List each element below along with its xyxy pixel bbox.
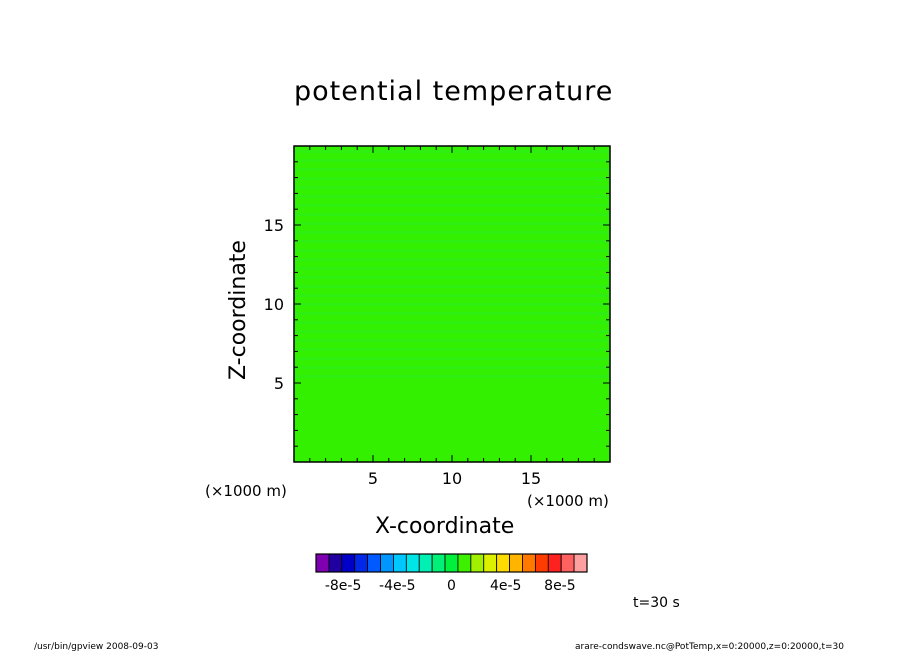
heatmap-band [294, 321, 610, 324]
colorbar-swatch [444, 553, 459, 573]
colorbar-swatch [522, 553, 536, 573]
chart-title: potential temperature [294, 76, 614, 107]
time-annotation: t=30 s [633, 595, 680, 611]
colorbar-label: 0 [447, 578, 456, 594]
colorbar-swatch [418, 553, 433, 573]
x-tick-label: 10 [442, 469, 462, 488]
heatmap-band [294, 267, 610, 270]
heatmap-band [294, 258, 610, 261]
y-axis-label: Z-coordinate [226, 240, 251, 380]
colorbar-frame [315, 553, 588, 573]
heatmap-band [294, 366, 610, 369]
heatmap-band [294, 249, 610, 252]
colorbar-swatch [509, 553, 523, 573]
colorbar-swatch [341, 553, 356, 573]
heatmap-band [294, 303, 610, 306]
heatmap-band [294, 204, 610, 207]
heatmap-band [294, 357, 610, 360]
y-tick-label: 5 [274, 374, 284, 393]
heatmap-band [294, 195, 610, 198]
colorbar-swatch [534, 553, 549, 573]
colorbar-swatch [380, 553, 394, 573]
heatmap-band [294, 159, 610, 162]
colorbar-label: -4e-5 [379, 578, 416, 594]
colorbar-swatch [354, 553, 369, 573]
heatmap-band [294, 294, 610, 297]
colorbar-swatch [328, 553, 343, 573]
colorbar-swatch [367, 553, 381, 573]
x-axis-label: X-coordinate [375, 514, 515, 539]
heatmap-band [294, 213, 610, 216]
heatmap-band [294, 312, 610, 315]
x-unit-label-left: (×1000 m) [205, 482, 287, 500]
x-tick-label: 15 [521, 469, 541, 488]
heatmap-band [294, 339, 610, 342]
heatmap-band [294, 240, 610, 243]
colorbar-swatch [405, 553, 420, 573]
heatmap-band [294, 348, 610, 351]
y-tick-label: 10 [264, 295, 284, 314]
footer-program-date: /usr/bin/gpview 2008-09-03 [34, 642, 159, 652]
heatmap-band [294, 375, 610, 378]
colorbar-swatch [470, 553, 485, 573]
colorbar-swatch [431, 553, 446, 573]
colorbar-swatch [547, 553, 562, 573]
heatmap-band [294, 285, 610, 288]
heatmap-band [294, 177, 610, 180]
heatmap-band [294, 186, 610, 189]
footer-data-source: arare-condswave.nc@PotTemp,x=0:20000,z=0… [575, 642, 844, 652]
x-tick-label: 5 [368, 469, 378, 488]
heatmap-band [294, 222, 610, 225]
heatmap-band [294, 330, 610, 333]
colorbar-swatch [393, 553, 407, 573]
colorbar-swatch [573, 553, 588, 573]
colorbar-swatch [560, 553, 575, 573]
colorbar-swatch [457, 553, 472, 573]
colorbar-label: 4e-5 [490, 578, 521, 594]
y-tick-label: 15 [264, 216, 284, 235]
heatmap-band [294, 231, 610, 234]
heatmap-band [294, 168, 610, 171]
colorbar-swatch [496, 553, 510, 573]
colorbar-swatch [483, 553, 498, 573]
colorbar-swatch [315, 553, 330, 573]
colorbar-label: -8e-5 [325, 578, 362, 594]
heatmap-band [294, 276, 610, 279]
colorbar-label: 8e-5 [544, 578, 575, 594]
x-unit-label-right: (×1000 m) [527, 492, 609, 510]
